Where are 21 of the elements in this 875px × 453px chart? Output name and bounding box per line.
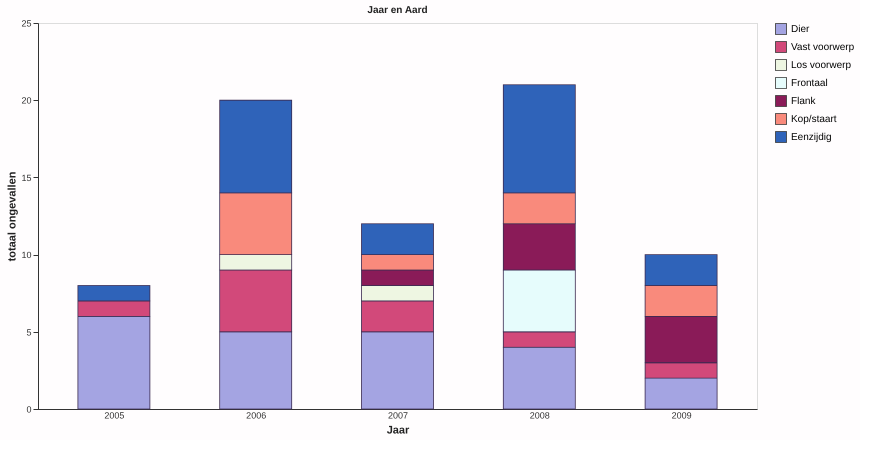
x-tick-label: 2009: [672, 410, 692, 420]
x-tick-label: 2008: [530, 410, 550, 420]
x-axis-title: Jaar: [386, 424, 410, 436]
legend-label: Los voorwerp: [791, 60, 852, 71]
chart-title: Jaar en Aard: [367, 5, 428, 16]
legend-label: Frontaal: [791, 78, 828, 89]
y-tick-label: 0: [26, 404, 32, 414]
y-axis-title: totaal ongevallen: [6, 171, 18, 262]
y-tick-label: 15: [21, 172, 32, 183]
legend-label: Eenzijdig: [791, 132, 832, 143]
x-tick-label: 2005: [104, 410, 124, 420]
y-tick-label: 10: [21, 250, 32, 260]
legend-label: Vast voorwerp: [791, 42, 855, 53]
x-tick-label: 2006: [246, 410, 266, 420]
y-tick-label: 20: [21, 96, 32, 106]
legend-label: Dier: [791, 24, 810, 35]
y-tick-label: 5: [26, 327, 32, 338]
legend-label: Flank: [791, 96, 816, 107]
x-tick-label: 2007: [388, 410, 408, 420]
legend-label: Kop/staart: [791, 114, 837, 125]
y-tick-label: 25: [21, 18, 32, 28]
